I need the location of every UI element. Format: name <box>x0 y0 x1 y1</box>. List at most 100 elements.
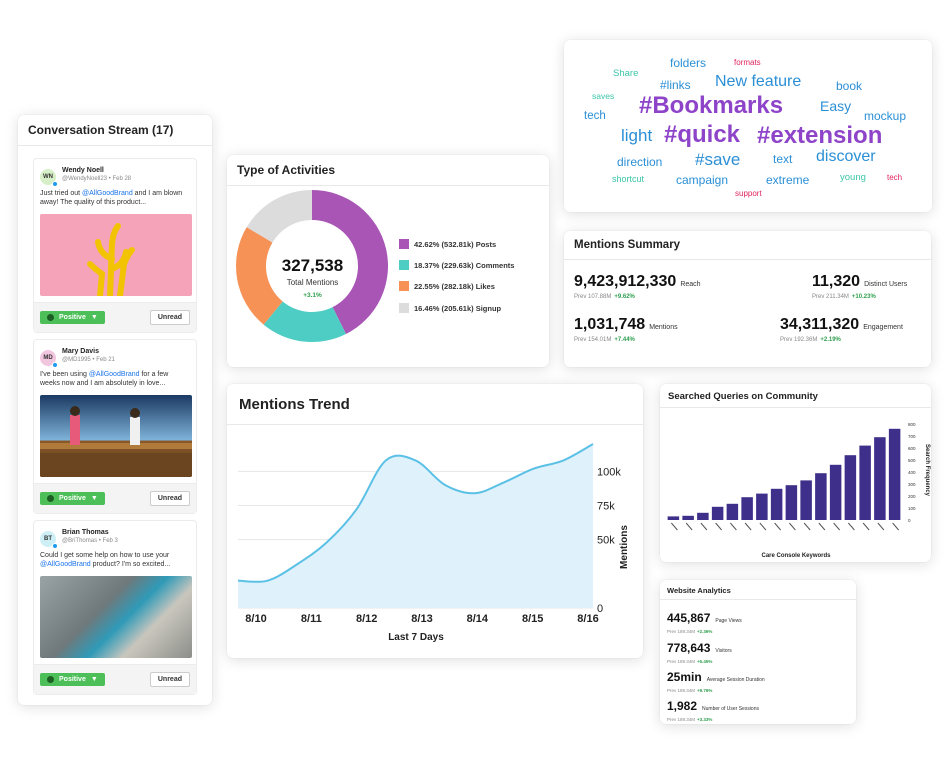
post-text: I've been using @AllGoodBrand for a few … <box>34 366 196 392</box>
donut-slice[interactable] <box>263 301 346 342</box>
query-bar[interactable] <box>844 455 857 520</box>
donut-slice[interactable] <box>236 227 283 325</box>
metric-value: 1,031,748 <box>574 316 646 333</box>
analytics-value: 25min <box>667 670 702 684</box>
analytics-value: 778,643 <box>667 641 711 655</box>
word-cloud-term[interactable]: New feature <box>715 73 802 90</box>
word-cloud-term[interactable]: mockup <box>864 109 907 123</box>
word-cloud-term[interactable]: support <box>735 189 762 198</box>
post-mention-link[interactable]: @AllGoodBrand <box>88 371 140 378</box>
avatar[interactable]: WN <box>40 169 58 187</box>
legend-item[interactable]: 16.46% (205.61k) Signup <box>399 303 501 313</box>
word-cloud-term[interactable]: discover <box>816 148 876 165</box>
query-bar[interactable] <box>667 516 680 520</box>
keyword-label-mark <box>700 522 708 531</box>
word-cloud-term[interactable]: #Bookmarks <box>639 92 784 119</box>
word-cloud-term[interactable]: formats <box>734 58 761 67</box>
y-tick-label: 300 <box>908 482 916 487</box>
query-bar[interactable] <box>770 488 783 520</box>
post-text-before: Could I get some help on how to use your <box>40 552 170 559</box>
sentiment-dropdown[interactable]: Positive ▼ <box>40 673 105 686</box>
analytics-label: Visitors <box>715 648 732 654</box>
x-tick-label: 8/14 <box>467 613 489 625</box>
word-cloud-term[interactable]: Share <box>613 68 639 79</box>
word-cloud-term[interactable]: tech <box>584 110 606 122</box>
total-mentions-value: 327,538 <box>281 256 344 275</box>
legend-item[interactable]: 42.62% (532.81k) Posts <box>399 239 496 249</box>
query-bar[interactable] <box>815 473 827 520</box>
word-cloud-term[interactable]: direction <box>617 155 663 169</box>
donut-slice[interactable] <box>246 190 312 243</box>
query-bar[interactable] <box>859 445 871 520</box>
query-bar[interactable] <box>874 437 886 520</box>
query-bar[interactable] <box>726 503 739 520</box>
keyword-label-mark <box>670 522 678 531</box>
analytics-row-page-views: 445,867 Page Views Prev 189.34M +2.36% <box>667 609 742 634</box>
word-cloud-term[interactable]: campaign <box>676 173 729 187</box>
post-image[interactable] <box>40 395 192 477</box>
sentiment-label: Positive <box>59 495 86 502</box>
unread-button[interactable]: Unread <box>149 491 190 506</box>
mentions-trend-panel: Mentions Trend 100k 75k 50k 0 8/10 8/11 8/12 8/… <box>227 384 643 658</box>
query-bar[interactable] <box>711 506 724 520</box>
keyword-label-mark <box>729 522 737 531</box>
post-image[interactable] <box>40 214 192 296</box>
word-cloud-term[interactable]: shortcut <box>612 174 645 184</box>
donut-slice[interactable] <box>312 190 388 334</box>
sentiment-dropdown[interactable]: Positive ▼ <box>40 311 105 324</box>
word-cloud-term[interactable]: extreme <box>766 173 810 187</box>
word-cloud-term[interactable]: Easy <box>820 98 852 114</box>
conversation-post[interactable]: MD Mary Davis @MD1995 • Feb 21 I've been us… <box>33 339 197 514</box>
word-cloud-term[interactable]: #quick <box>664 121 741 148</box>
mentions-trend-title: Mentions Trend <box>239 396 350 413</box>
query-bar[interactable] <box>682 515 694 520</box>
post-author-name[interactable]: Mary Davis <box>62 348 99 355</box>
metric-reach: 9,423,912,330 Reach Prev 107.88M +9.62% <box>574 273 701 300</box>
metric-prev: Prev 192.36M <box>780 337 818 343</box>
query-bar[interactable] <box>829 464 842 520</box>
query-bar[interactable] <box>697 512 709 520</box>
metric-prev: Prev 154.01M <box>574 337 612 343</box>
unread-button[interactable]: Unread <box>149 672 190 687</box>
x-tick-label: 8/11 <box>301 613 322 625</box>
post-text-after: for a few weeks now and I am absolutely … <box>40 371 169 387</box>
avatar[interactable]: MD <box>40 350 58 368</box>
query-bar[interactable] <box>888 428 901 520</box>
query-bar[interactable] <box>741 497 753 520</box>
query-bar[interactable] <box>800 480 812 520</box>
post-mention-link[interactable]: @AllGoodBrand <box>40 561 91 568</box>
y-tick-label: 100 <box>908 506 916 511</box>
metric-engagement: 34,311,320 Engagement Prev 192.36M +2.19% <box>780 316 903 343</box>
post-author-meta: @WendyNoell23 • Feb 28 <box>62 176 132 182</box>
word-cloud-term[interactable]: #extension <box>757 122 883 149</box>
verified-badge-icon <box>52 181 58 187</box>
post-author-name[interactable]: Wendy Noell <box>62 167 104 174</box>
legend-item[interactable]: 18.37% (229.63k) Comments <box>399 260 514 270</box>
legend-item[interactable]: 22.55% (282.18k) Likes <box>399 281 495 291</box>
post-author-name[interactable]: Brian Thomas <box>62 529 109 536</box>
x-axis-label: Care Console Keywords <box>761 553 831 559</box>
unread-button[interactable]: Unread <box>149 310 190 325</box>
verified-badge-icon <box>52 362 58 368</box>
avatar[interactable]: BT <box>40 531 58 549</box>
word-cloud-term[interactable]: tech <box>887 173 903 182</box>
post-image[interactable] <box>40 576 192 658</box>
conversation-post[interactable]: BT Brian Thomas @BriThomas • Feb 3 Could I … <box>33 520 197 695</box>
conversation-post[interactable]: WN Wendy Noell @WendyNoell23 • Feb 28 Just … <box>33 158 197 333</box>
word-cloud-term[interactable]: #links <box>660 78 691 92</box>
query-bar[interactable] <box>756 493 768 520</box>
word-cloud-term[interactable]: light <box>621 126 653 145</box>
word-cloud-term[interactable]: book <box>836 79 863 93</box>
metric-value: 9,423,912,330 <box>574 273 677 290</box>
post-mention-link[interactable]: @AllGoodBrand <box>82 190 133 197</box>
word-cloud-term[interactable]: #save <box>695 150 741 169</box>
analytics-prev: Prev 189.34M <box>667 688 696 693</box>
word-cloud-term[interactable]: text <box>773 152 793 166</box>
sentiment-dropdown[interactable]: Positive ▼ <box>40 492 105 505</box>
y-tick-label: 50k <box>597 535 615 547</box>
word-cloud-term[interactable]: young <box>840 172 866 183</box>
word-cloud-term[interactable]: folders <box>670 56 707 70</box>
y-tick-label: 600 <box>908 446 916 451</box>
query-bar[interactable] <box>785 485 798 520</box>
word-cloud-term[interactable]: saves <box>592 91 615 101</box>
